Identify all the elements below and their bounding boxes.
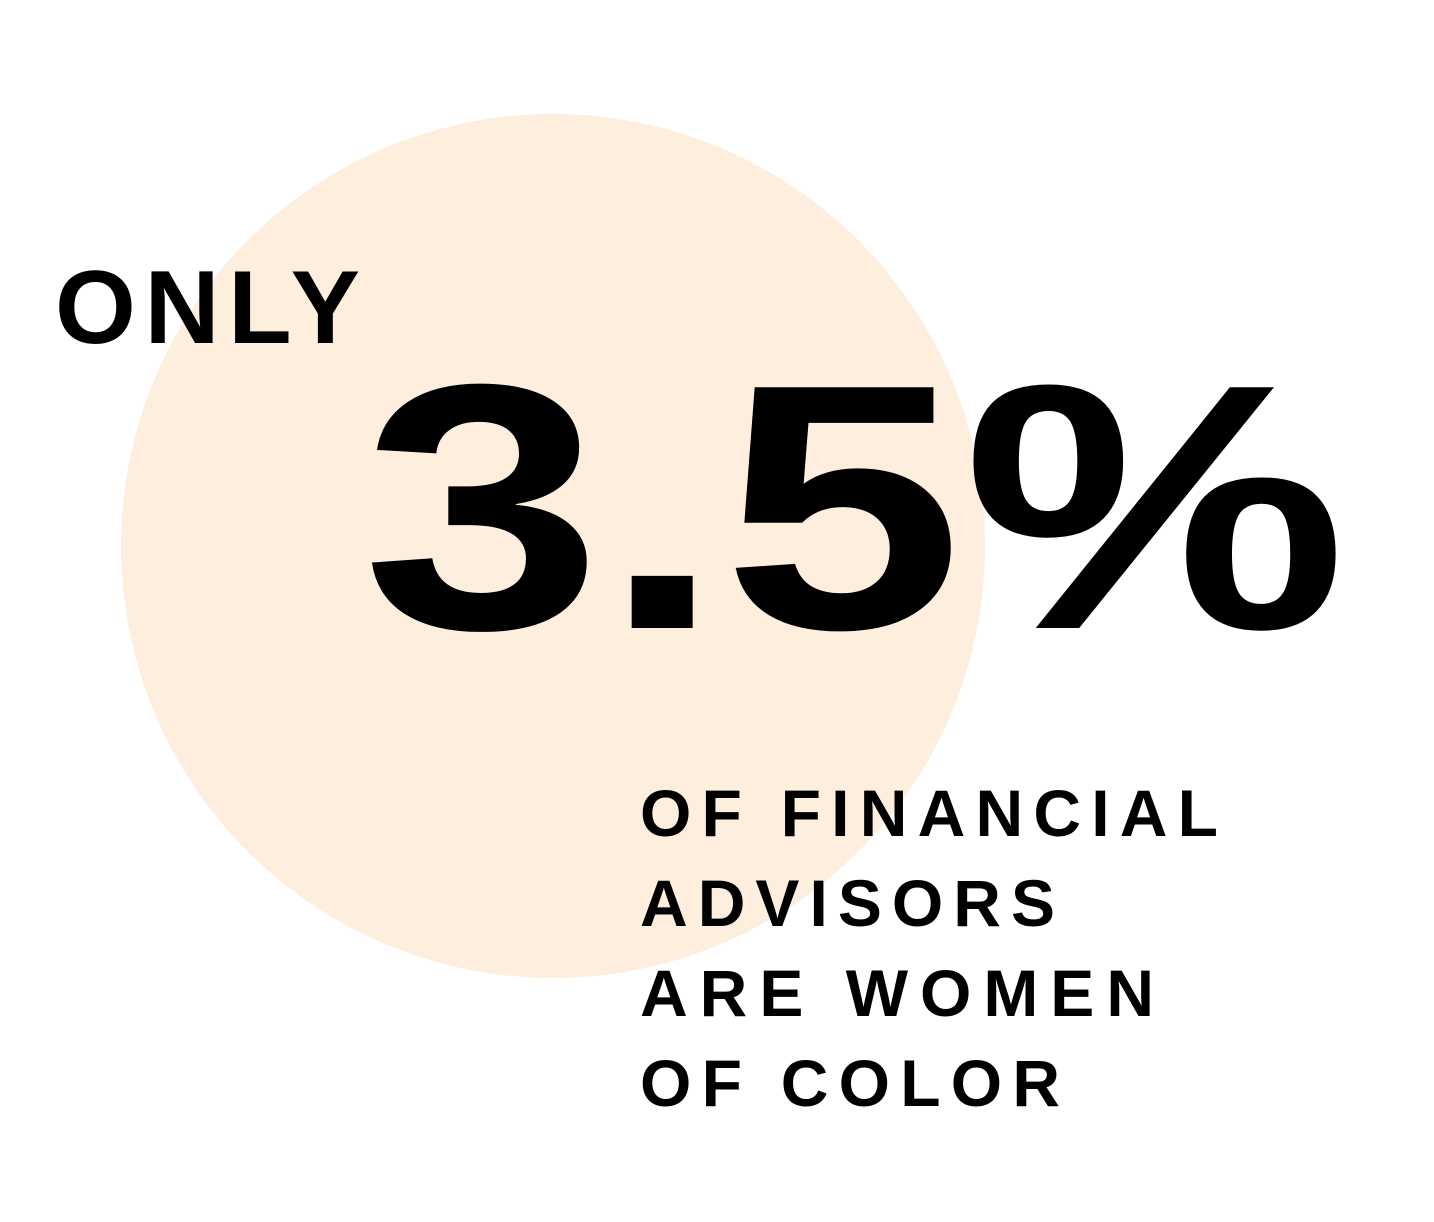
lead-text: ONLY [55, 250, 360, 366]
caption: OF FINANCIAL ADVISORS ARE WOMEN OF COLOR [640, 776, 1218, 1120]
caption-line: OF COLOR [640, 1046, 1060, 1120]
caption-line: OF FINANCIAL [640, 776, 1218, 850]
headline-figure: 3.5% [362, 312, 1347, 703]
caption-line: ADVISORS [640, 866, 1055, 940]
caption-line: ARE WOMEN [640, 956, 1154, 1030]
accent-circle [121, 114, 985, 978]
